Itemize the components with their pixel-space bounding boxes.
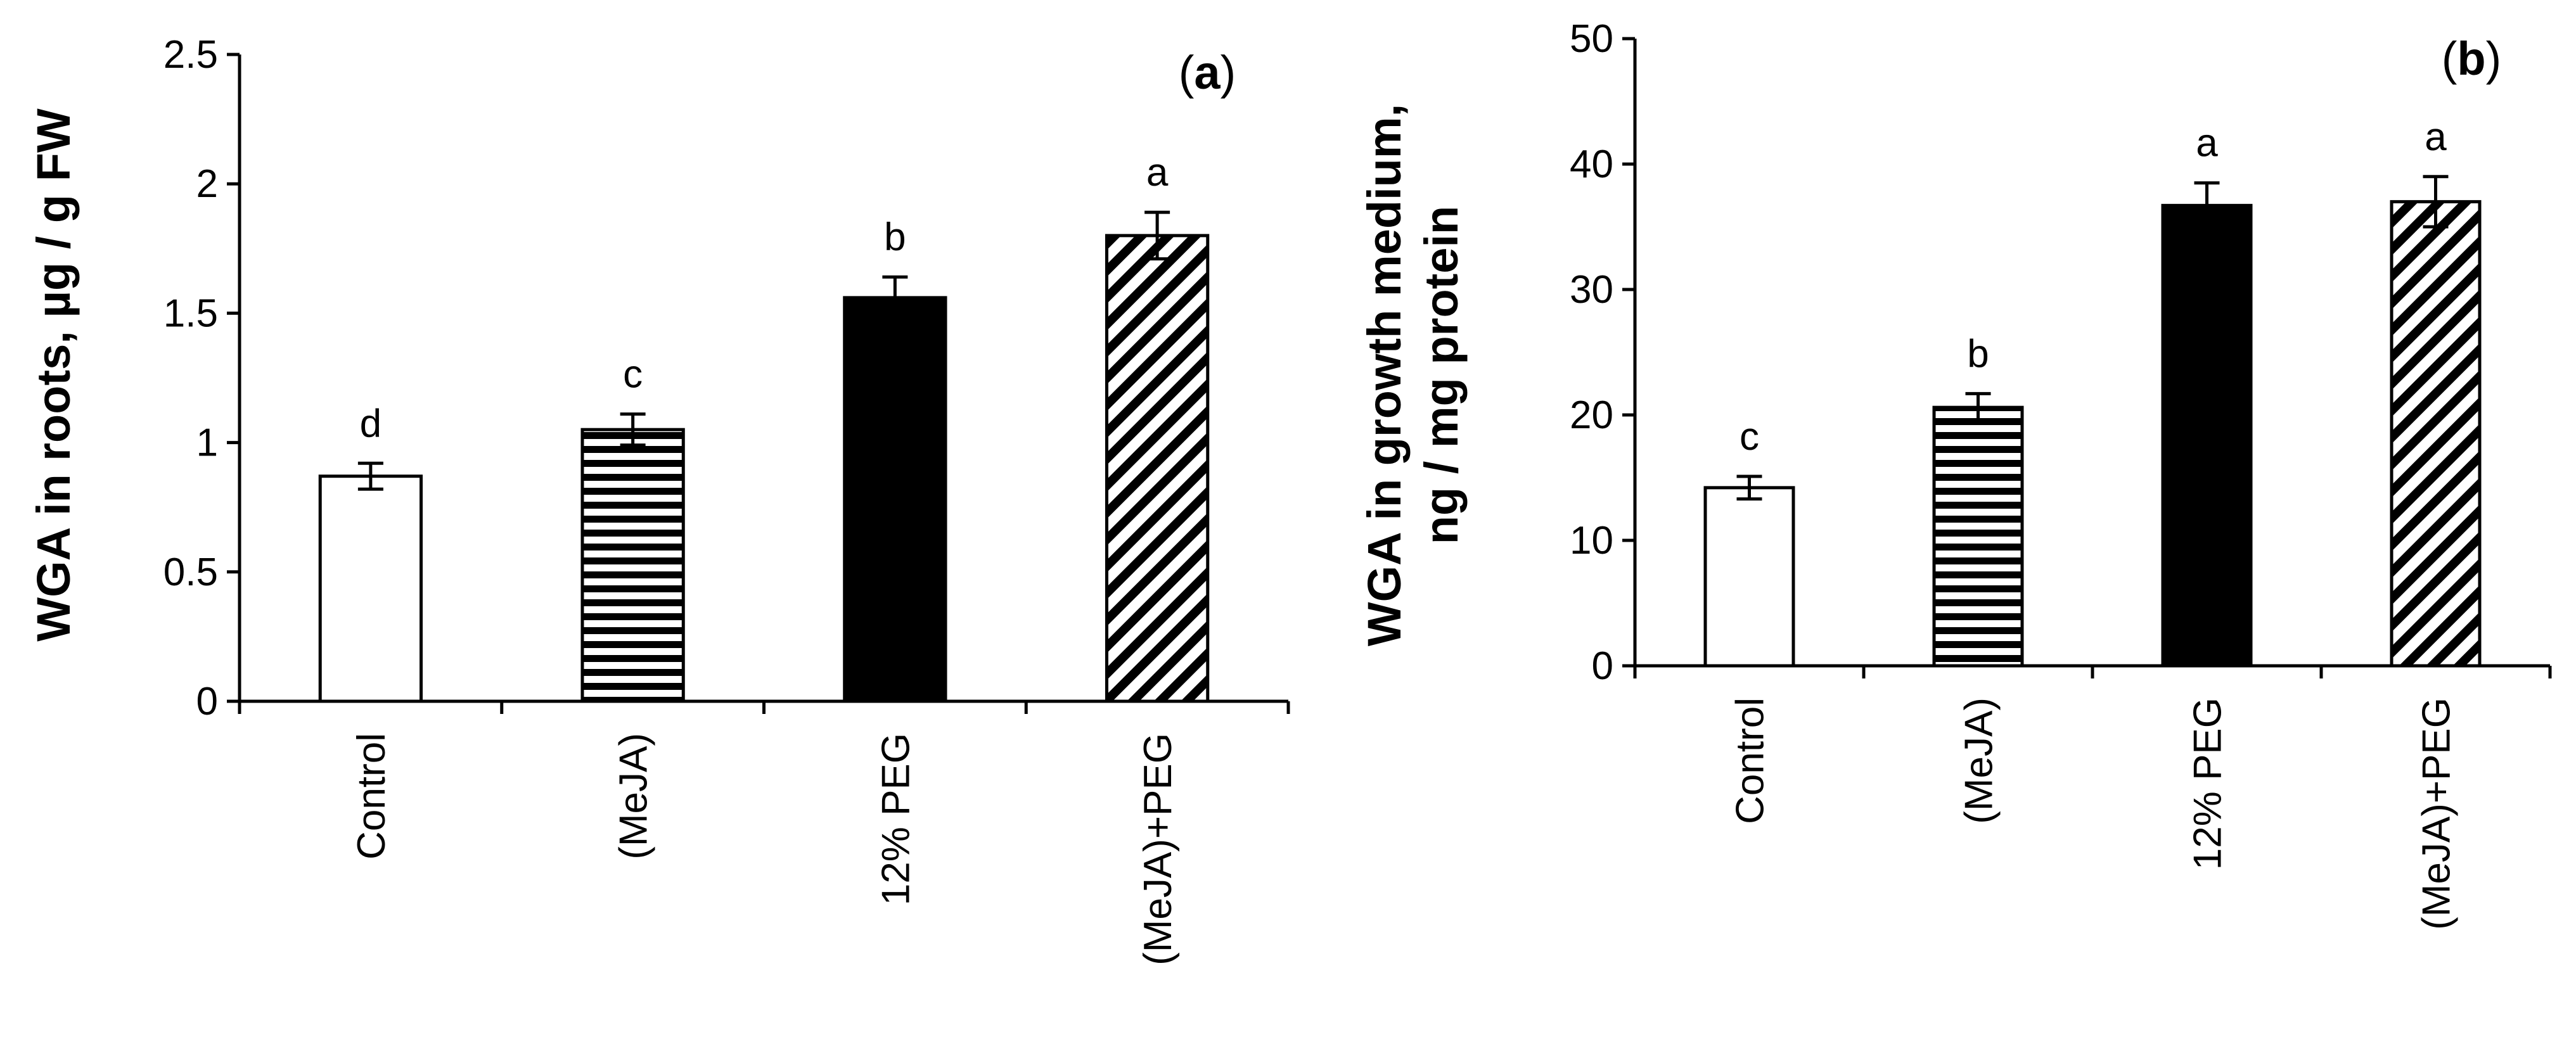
y-tick-label: 1.5 [163,291,218,335]
significance-letter: b [1967,332,1989,376]
y-tick-label: 2 [196,162,218,206]
bar [580,428,685,703]
y-tick-label: 10 [1570,519,1613,563]
significance-letter: a [2196,122,2218,165]
y-tick-label: 0.5 [163,551,218,594]
bar [2161,203,2253,668]
y-tick-label: 1 [196,421,218,465]
bar [318,474,423,703]
y-tick-label: 2.5 [163,33,218,77]
y-tick-label: 20 [1570,393,1613,437]
y-axis-title: WGA in roots, µg / g FW [27,108,80,642]
panel-label: (a) [1179,46,1236,99]
y-tick-label: 0 [1592,644,1613,688]
bar [1105,234,1210,703]
significance-letter: a [1146,151,1169,194]
significance-letter: c [1740,415,1759,459]
y-tick-label: 30 [1570,268,1613,312]
y-axis-title: WGA in growth medium, [1358,104,1411,646]
x-tick-label: 12% PEG [2186,697,2230,870]
significance-letter: a [2425,115,2447,159]
x-tick-label: Control [350,733,394,860]
x-tick-label: Control [1729,697,1772,824]
significance-letter: b [884,215,906,259]
y-tick-label: 0 [196,680,218,723]
bar [2390,200,2482,668]
y-tick-label: 40 [1570,143,1613,186]
x-tick-label: 12% PEG [874,733,918,905]
x-tick-label: (MeJA)+PEG [2415,697,2459,930]
bar [1703,486,1795,668]
y-axis-title: ng / mg protein [1415,206,1468,544]
panel-label: (b) [2442,32,2502,85]
x-tick-label: (MeJA) [1958,697,2001,824]
x-tick-label: (MeJA) [612,733,656,860]
significance-letter: d [360,402,381,445]
x-tick-label: (MeJA)+PEG [1136,733,1180,965]
y-tick-label: 50 [1570,17,1613,61]
bar [843,296,947,703]
bar [1932,405,2024,668]
significance-letter: c [623,353,643,397]
